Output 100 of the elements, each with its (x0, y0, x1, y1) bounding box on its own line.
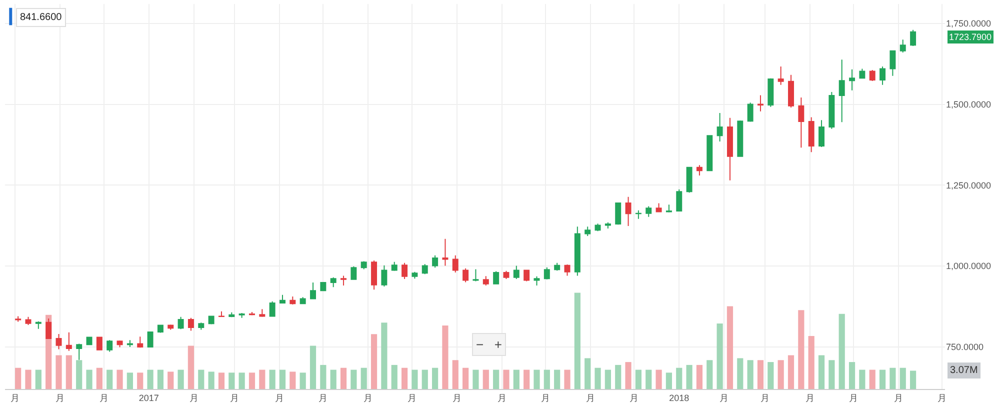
bar (350, 370, 357, 389)
x-tick-label: 月 (230, 392, 240, 403)
candlestick (503, 270, 510, 280)
x-tick-label: 月 (805, 392, 814, 403)
candlestick (768, 78, 774, 108)
candlestick (66, 332, 72, 352)
bar (238, 372, 245, 389)
x-tick-label: 月 (938, 392, 947, 403)
candlestick (280, 294, 286, 304)
candlestick (228, 312, 235, 318)
candlestick (432, 254, 438, 268)
candlestick (747, 102, 754, 122)
candlestick (320, 282, 326, 292)
x-tick-label: 月 (848, 392, 858, 403)
bar (360, 368, 367, 389)
bar (116, 370, 123, 389)
bar (900, 368, 906, 389)
bar (472, 370, 479, 389)
bar (726, 306, 734, 389)
candlestick (472, 268, 479, 282)
x-tick-label: 月 (364, 392, 373, 403)
candlestick (46, 318, 52, 340)
candlestick (544, 266, 550, 280)
x-tick-label: 月 (720, 392, 729, 403)
candlestick (208, 315, 214, 325)
candlestick (666, 204, 672, 213)
bar (412, 370, 418, 389)
x-tick-label: 月 (497, 392, 506, 403)
candlestick (676, 188, 682, 212)
candlestick (818, 120, 824, 148)
candlestick (696, 164, 702, 176)
bar (422, 370, 428, 389)
bar (248, 372, 256, 389)
candlestick (574, 226, 580, 276)
bar (96, 368, 102, 389)
x-tick-label: 月 (318, 392, 328, 403)
bar (818, 355, 825, 389)
x-tick-label: 月 (189, 392, 198, 403)
candlestick (482, 276, 489, 286)
bar (147, 370, 154, 389)
bar (401, 368, 408, 389)
bar (768, 362, 774, 389)
x-tick-label: 2017 (138, 392, 159, 403)
bar (646, 370, 652, 389)
bar (442, 325, 448, 389)
bar (656, 370, 662, 389)
x-tick-label: 月 (56, 392, 65, 403)
bar (279, 370, 286, 389)
x-tick-label: 月 (630, 392, 639, 403)
candlestick (360, 260, 367, 270)
candlestick (869, 70, 876, 82)
candlestick (402, 262, 408, 280)
candlestick (615, 202, 622, 226)
candlestick (758, 94, 764, 112)
bar (869, 370, 876, 389)
candlestick (646, 206, 652, 218)
x-tick-label: 月 (894, 392, 904, 403)
bar (56, 355, 62, 389)
candlestick (391, 261, 398, 272)
bar (432, 368, 438, 389)
candlestick (218, 310, 224, 318)
bar (310, 346, 316, 389)
candlestick (656, 202, 662, 213)
candlestick (452, 254, 458, 274)
bar (544, 370, 550, 389)
candlestick (259, 308, 266, 318)
bar (798, 310, 804, 389)
bar (879, 370, 886, 389)
bar (757, 360, 764, 389)
candlestick (838, 59, 845, 123)
bar (462, 368, 469, 389)
candlestick (56, 334, 62, 350)
candlestick (737, 120, 744, 157)
candlestick (859, 68, 866, 79)
candlestick (350, 266, 357, 280)
candlestick (788, 74, 794, 108)
x-tick-label: 2018 (669, 392, 690, 403)
x-tick-label: 月 (540, 392, 550, 403)
bar (15, 368, 22, 389)
annotation: − + (476, 337, 502, 352)
bar (604, 370, 611, 389)
candlestick (910, 29, 916, 47)
candlestick (726, 117, 733, 181)
bar (666, 372, 672, 389)
bar (676, 368, 682, 389)
bar (808, 336, 814, 389)
candlestick (798, 97, 804, 148)
bar (584, 358, 591, 389)
bar (838, 314, 845, 389)
bar (706, 360, 713, 389)
x-tick-label: 月 (452, 392, 462, 403)
bar (503, 370, 510, 389)
candlestick (412, 271, 418, 280)
bar (574, 292, 580, 389)
bar (716, 324, 723, 389)
bar (320, 364, 326, 389)
bar (208, 372, 214, 389)
candlestick (15, 316, 22, 322)
candlestick (604, 222, 611, 230)
candlestick (238, 312, 245, 318)
